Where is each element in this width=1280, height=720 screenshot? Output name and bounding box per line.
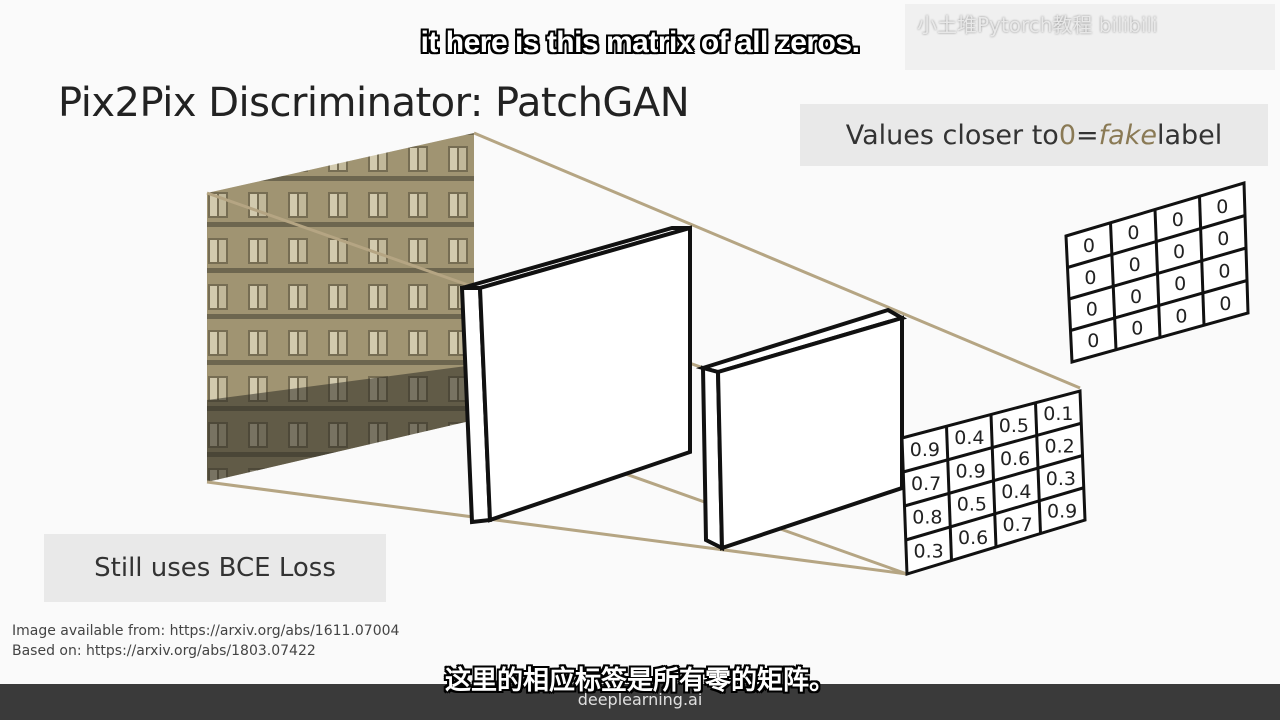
output-matrix-cell: 0.9 [910, 439, 940, 461]
label-matrix-cell: 0 [1216, 196, 1228, 218]
subtitle-chinese: 这里的相应标签是所有零的矩阵。 [444, 666, 835, 696]
based-on-reference: Based on: https://arxiv.org/abs/1803.074… [12, 643, 316, 659]
label-matrix-cell: 0 [1129, 254, 1141, 276]
note-zero: 0 [1058, 119, 1077, 151]
label-matrix-cell: 0 [1127, 222, 1139, 244]
output-matrix-row-line [905, 486, 1085, 542]
output-matrix-cell: 0.5 [957, 494, 987, 516]
output-matrix: 0.9 0.4 0.5 0.1 0.7 0.9 0.6 0.2 0.8 0.5 0.4 0.3 0.3 0… [900, 389, 1087, 577]
output-matrix-row-line [904, 454, 1083, 508]
note-text-after: label [1156, 119, 1223, 151]
input-image [207, 133, 474, 482]
label-matrix-cell: 0 [1172, 209, 1184, 231]
output-matrix-cell: 0.1 [1043, 403, 1073, 425]
label-matrix-cell: 0 [1083, 235, 1095, 257]
slide-title: Pix2Pix Discriminator: PatchGAN [58, 80, 690, 126]
subtitle-english: it here is this matrix of all zeros. [420, 26, 860, 59]
note-text-before: Values closer to [845, 119, 1059, 151]
output-matrix-cell: 0.5 [999, 415, 1029, 437]
label-matrix: 0 0 0 0 0 0 0 0 0 0 0 0 0 0 0 0 [1064, 181, 1250, 364]
output-matrix-cell: 0.6 [1000, 448, 1030, 470]
fake-label-note: Values closer to 0 = fake label [800, 104, 1268, 166]
watermark: 小土堆Pytorch教程 bilibili [905, 4, 1275, 70]
output-matrix-cell: 0.6 [958, 527, 988, 549]
image-reference: Image available from: https://arxiv.org/… [12, 623, 400, 639]
label-matrix-cell: 0 [1217, 228, 1229, 250]
output-matrix-cell: 0.7 [911, 473, 941, 495]
label-matrix-cell: 0 [1219, 293, 1231, 315]
output-matrix-cell: 0.3 [1046, 468, 1076, 490]
output-matrix-cell: 0.9 [956, 460, 986, 482]
label-matrix-cell: 0 [1130, 286, 1142, 308]
label-matrix-cell: 0 [1131, 318, 1143, 340]
label-matrix-cell: 0 [1087, 330, 1099, 352]
label-matrix-cell: 0 [1173, 241, 1185, 263]
output-matrix-cell: 0.4 [1001, 481, 1031, 503]
bce-loss-note: Still uses BCE Loss [44, 534, 386, 602]
label-matrix-cell: 0 [1175, 305, 1187, 327]
output-matrix-cell: 0.3 [914, 540, 944, 562]
bottom-bar [0, 684, 1280, 720]
deeplearning-logo: deeplearning.ai [577, 690, 703, 709]
label-matrix-row-line [1068, 246, 1247, 301]
output-matrix-cell: 0.2 [1045, 436, 1075, 458]
conv-block-2 [695, 307, 908, 552]
note-equals: = [1076, 119, 1099, 151]
output-matrix-cell: 0.7 [1003, 514, 1033, 536]
output-matrix-cell: 0.4 [954, 427, 984, 449]
label-matrix-row-line [1067, 214, 1246, 269]
output-matrix-row-line [902, 421, 1082, 474]
label-matrix-row-line [1070, 279, 1248, 332]
note-fake: fake [1098, 119, 1157, 151]
label-matrix-cell: 0 [1174, 273, 1186, 295]
label-matrix-cell: 0 [1218, 261, 1230, 283]
label-matrix-cell: 0 [1084, 267, 1096, 289]
output-matrix-cell: 0.9 [1047, 501, 1077, 523]
output-matrix-cell: 0.8 [912, 507, 942, 529]
label-matrix-cell: 0 [1086, 298, 1098, 320]
conv-block-1 [459, 225, 692, 525]
